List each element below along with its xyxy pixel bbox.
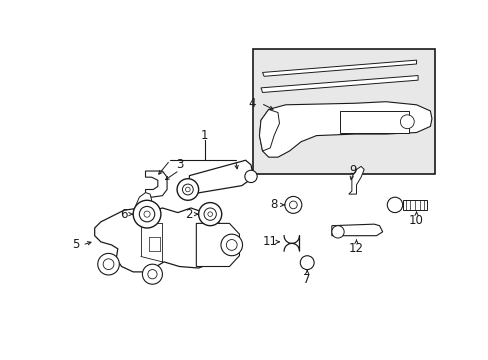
Text: 4: 4 (247, 97, 255, 110)
Text: 3: 3 (175, 158, 183, 171)
Circle shape (300, 256, 313, 270)
Circle shape (221, 234, 242, 256)
Bar (339, 111, 408, 132)
Text: 1: 1 (201, 129, 208, 142)
Circle shape (143, 211, 150, 217)
Circle shape (98, 253, 119, 275)
Circle shape (147, 270, 157, 279)
Circle shape (400, 115, 413, 129)
Circle shape (142, 264, 162, 284)
Bar (252, 49, 434, 174)
Polygon shape (262, 60, 416, 76)
Polygon shape (259, 109, 279, 151)
Polygon shape (189, 160, 252, 193)
Text: 12: 12 (348, 242, 363, 255)
Circle shape (331, 226, 344, 238)
Circle shape (139, 206, 154, 222)
Circle shape (386, 197, 402, 213)
Circle shape (133, 200, 161, 228)
Polygon shape (196, 223, 239, 266)
Polygon shape (95, 208, 224, 272)
Circle shape (177, 179, 198, 200)
Text: 9: 9 (349, 164, 356, 177)
Polygon shape (331, 224, 382, 236)
Text: 2: 2 (184, 208, 192, 221)
Text: 10: 10 (408, 214, 423, 227)
Text: 5: 5 (72, 238, 80, 251)
Circle shape (185, 187, 190, 192)
Circle shape (103, 259, 114, 270)
Circle shape (203, 208, 216, 220)
Text: 11: 11 (262, 235, 277, 248)
Circle shape (207, 212, 212, 216)
Polygon shape (135, 193, 151, 208)
Circle shape (182, 184, 193, 195)
Polygon shape (402, 200, 427, 210)
Circle shape (198, 203, 221, 226)
Polygon shape (348, 166, 364, 194)
Polygon shape (145, 171, 167, 197)
Polygon shape (261, 76, 417, 93)
Text: 8: 8 (270, 198, 277, 211)
Circle shape (285, 197, 301, 213)
Circle shape (244, 170, 257, 183)
Text: 7: 7 (303, 273, 310, 286)
Polygon shape (259, 102, 431, 157)
Circle shape (289, 201, 297, 209)
Text: 6: 6 (120, 208, 127, 221)
Circle shape (226, 239, 237, 250)
